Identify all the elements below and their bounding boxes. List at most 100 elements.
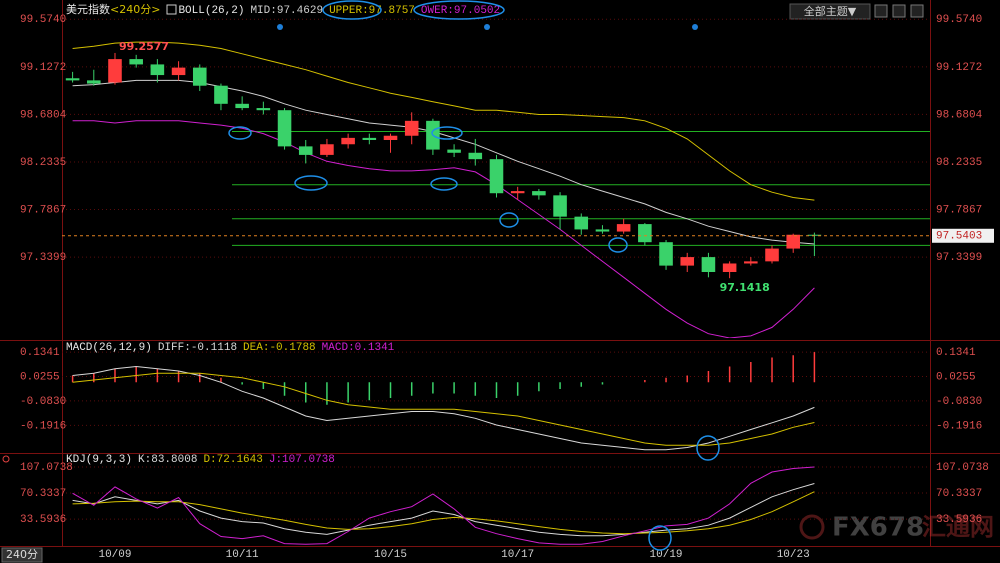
y-tick-label: 99.1272 — [20, 62, 66, 74]
candle-body — [744, 261, 758, 264]
candle-body — [87, 80, 101, 84]
candle-body — [489, 159, 504, 194]
y-tick-label: 107.0738 — [936, 462, 989, 474]
candle-body — [362, 137, 377, 140]
x-tick-label: 10/09 — [98, 549, 131, 561]
x-tick-label: 10/23 — [777, 549, 810, 561]
low-label: 97.1418 — [720, 281, 770, 294]
candle-body — [341, 137, 355, 145]
indicator-label: BOLL(26,2) — [178, 5, 244, 17]
candle-body — [786, 234, 800, 249]
candle-body — [659, 242, 673, 266]
candle-body — [595, 229, 610, 232]
watermark-text: FX678 — [832, 513, 924, 543]
candle-body — [192, 67, 207, 86]
series-line — [72, 120, 815, 338]
annotations — [228, 0, 720, 551]
candle-body — [65, 78, 80, 81]
candle-body — [298, 146, 313, 155]
candle-body — [214, 85, 228, 104]
legend-entry: MID:97.4629 — [250, 5, 323, 17]
candle-body — [256, 108, 271, 111]
y-tick-label: 98.6804 — [936, 109, 983, 121]
watermark-logo — [799, 514, 825, 540]
legend-entry: DIFF:-0.1118 — [158, 342, 237, 354]
candle-body — [468, 152, 483, 160]
legend-entry: DEA:-0.1788 — [243, 342, 316, 354]
y-tick-label: -0.0830 — [20, 396, 66, 408]
x-tick-label: 10/15 — [374, 549, 407, 561]
candle-body — [807, 234, 822, 236]
y-tick-label: 99.5740 — [936, 14, 982, 26]
legend-entry: UPPER:97.8757 — [329, 5, 415, 17]
last-price-label: 97.5403 — [936, 231, 982, 243]
y-tick-label: 0.1341 — [936, 347, 976, 359]
x-tick-label: 10/17 — [501, 549, 534, 561]
toolbar: 全部主题▼ — [166, 3, 924, 30]
y-tick-label: 0.0255 — [936, 371, 976, 383]
candle-body — [722, 263, 737, 272]
legend-entry: MACD:0.1341 — [322, 342, 395, 354]
series-line — [72, 483, 815, 537]
panel-icon — [2, 455, 10, 463]
panel-title: 美元指数 — [66, 2, 110, 16]
series-line — [72, 41, 815, 201]
candle-body — [532, 191, 546, 196]
candle-body — [447, 149, 461, 153]
legend-entry: K:83.8008 — [138, 454, 197, 466]
candle-body — [680, 257, 695, 266]
frame — [0, 0, 1000, 547]
candle-body — [553, 195, 567, 217]
watermark: FX678 汇通网 — [799, 513, 994, 543]
candle-body — [277, 110, 292, 147]
last-price-box — [932, 228, 994, 243]
theme-button-label[interactable]: 全部主题▼ — [804, 4, 857, 18]
y-tick-label: 70.3337 — [20, 488, 66, 500]
candle-body — [171, 67, 186, 76]
legend-entry: J:107.0738 — [269, 454, 335, 466]
indicator-icon[interactable] — [166, 4, 177, 15]
y-tick-label: 0.1341 — [20, 347, 60, 359]
panel-title: MACD(26,12,9) — [66, 342, 152, 354]
series-line — [72, 79, 815, 245]
period-tab[interactable] — [1, 547, 43, 563]
event-dot[interactable] — [277, 24, 283, 30]
candle-body — [320, 144, 334, 155]
event-dot[interactable] — [692, 24, 698, 30]
y-tick-label: 99.1272 — [936, 62, 982, 74]
panel-title: KDJ(9,3,3) — [66, 454, 132, 466]
y-tick-label: 107.0738 — [20, 462, 73, 474]
candle-body — [765, 248, 779, 262]
toolbar-icon[interactable] — [892, 4, 906, 18]
candle-body — [616, 224, 631, 232]
watermark-text: 汇通网 — [922, 513, 994, 541]
y-tick-label: -0.1916 — [936, 420, 982, 432]
y-tick-label: 98.6804 — [20, 109, 67, 121]
series-line — [72, 372, 815, 446]
candle-body — [638, 224, 652, 243]
event-dot[interactable] — [484, 24, 490, 30]
series-line — [72, 491, 815, 535]
toolbar-icon[interactable] — [874, 4, 888, 18]
y-tick-label: 97.3399 — [936, 252, 982, 264]
y-tick-label: 98.2335 — [20, 157, 66, 169]
candle-body — [404, 120, 419, 136]
high-label: 99.2577 — [119, 40, 169, 53]
candle-body — [129, 59, 143, 65]
candle-body — [383, 135, 398, 140]
candle-body — [150, 64, 165, 76]
y-tick-label: 98.2335 — [936, 157, 982, 169]
series-line — [72, 365, 815, 451]
x-tick-label: 10/11 — [226, 549, 259, 561]
y-tick-label: -0.1916 — [20, 420, 66, 432]
series-line — [72, 466, 815, 545]
legend-entry: D:72.1643 — [203, 454, 262, 466]
toolbar-icon[interactable] — [910, 4, 924, 18]
period-tab-label[interactable]: 240分 — [6, 548, 38, 561]
candle-body — [701, 257, 716, 272]
y-tick-label: 0.0255 — [20, 371, 60, 383]
candle-body — [108, 59, 122, 83]
y-tick-label: 33.5936 — [20, 514, 66, 526]
y-tick-label: 70.3337 — [936, 488, 982, 500]
